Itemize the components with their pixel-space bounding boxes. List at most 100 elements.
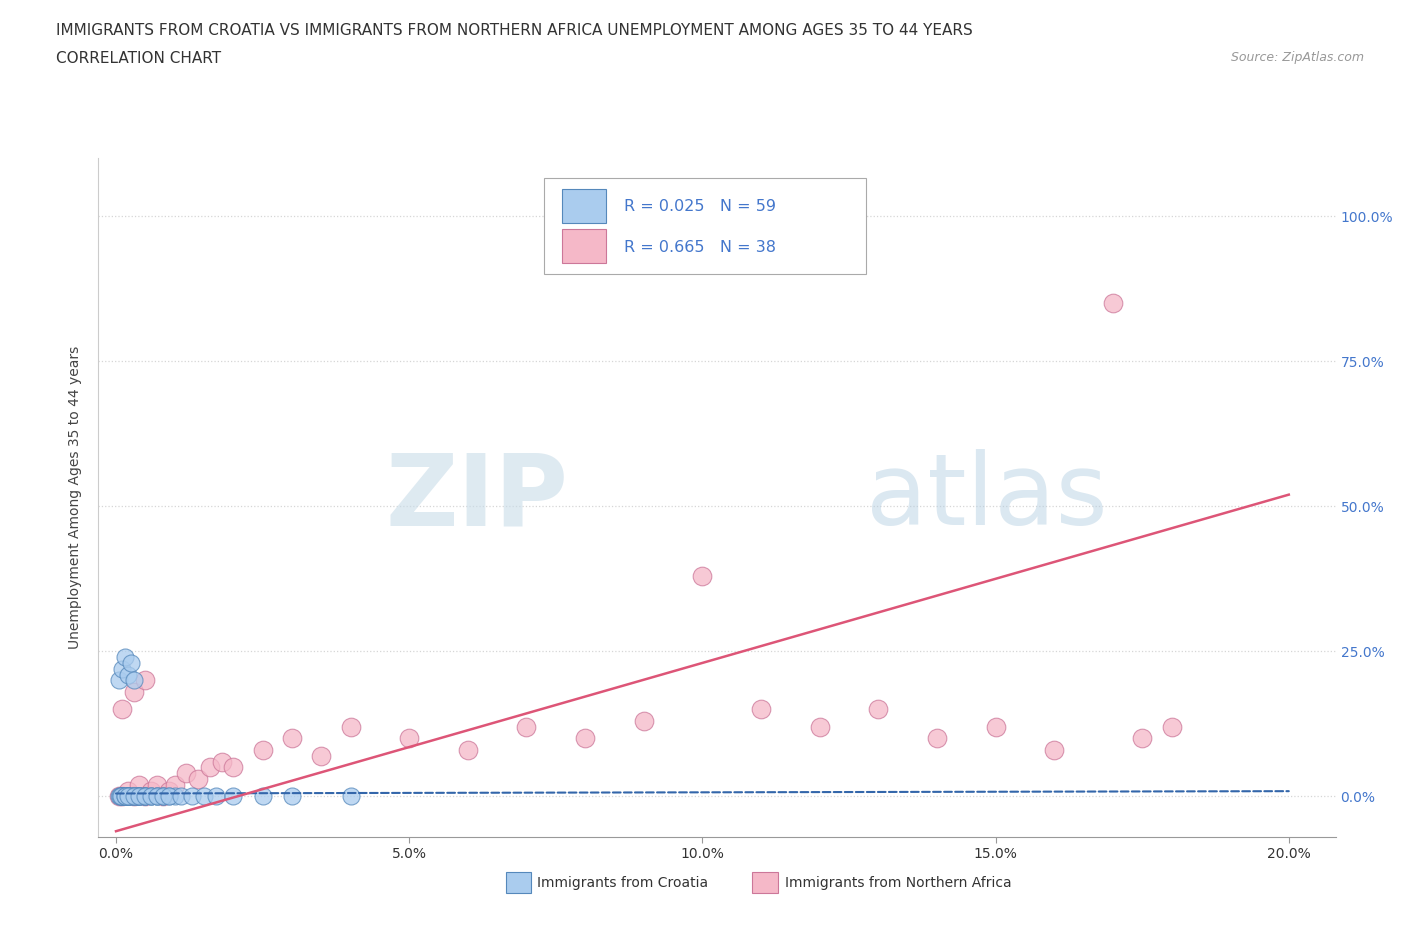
Point [984, 719, 1007, 734]
FancyBboxPatch shape [544, 179, 866, 273]
Point [110, 789, 132, 804]
Point [187, 772, 209, 787]
Point [749, 702, 772, 717]
Point [198, 760, 221, 775]
Point [157, 789, 180, 804]
Point [339, 789, 361, 804]
Point [112, 789, 135, 804]
Point [114, 650, 136, 665]
Point [128, 789, 150, 804]
Point [141, 789, 163, 804]
Point [1043, 742, 1066, 757]
Point [169, 789, 191, 804]
Text: Immigrants from Croatia: Immigrants from Croatia [537, 875, 709, 890]
Point [122, 789, 145, 804]
Point [117, 789, 139, 804]
Point [134, 789, 156, 804]
Text: Source: ZipAtlas.com: Source: ZipAtlas.com [1230, 51, 1364, 64]
Bar [562, 230, 606, 263]
Point [128, 777, 150, 792]
Point [925, 731, 948, 746]
Point [115, 789, 138, 804]
Point [111, 789, 134, 804]
Point [808, 719, 831, 734]
Point [122, 684, 145, 699]
Point [152, 789, 174, 804]
Point [181, 789, 204, 804]
Point [114, 789, 136, 804]
Point [398, 731, 420, 746]
Point [120, 789, 142, 804]
Point [157, 783, 180, 798]
Point [108, 789, 131, 804]
Point [146, 789, 169, 804]
Point [122, 673, 145, 688]
Point [111, 789, 134, 804]
Point [117, 667, 139, 682]
Point [1160, 719, 1182, 734]
Point [117, 789, 139, 804]
Point [339, 719, 361, 734]
Point [134, 789, 156, 804]
Point [457, 742, 479, 757]
Point [152, 789, 174, 804]
Point [117, 783, 139, 798]
Point [1130, 731, 1153, 746]
Point [204, 789, 226, 804]
Point [121, 789, 143, 804]
Point [515, 719, 537, 734]
Point [141, 789, 163, 804]
Point [128, 789, 150, 804]
Point [633, 713, 655, 728]
Point [222, 789, 245, 804]
Point [134, 789, 156, 804]
Point [176, 765, 198, 780]
Point [108, 789, 131, 804]
Point [163, 777, 186, 792]
Point [692, 568, 714, 583]
Point [111, 789, 134, 804]
Point [118, 789, 141, 804]
Text: Immigrants from Northern Africa: Immigrants from Northern Africa [785, 875, 1011, 890]
Point [108, 673, 131, 688]
Point [146, 777, 169, 792]
Point [122, 789, 145, 804]
Point [110, 789, 132, 804]
Point [222, 760, 245, 775]
Point [163, 789, 186, 804]
Point [152, 789, 174, 804]
Point [120, 656, 142, 671]
Point [108, 789, 131, 804]
Point [125, 789, 148, 804]
Point [146, 789, 169, 804]
Point [131, 789, 153, 804]
Point [128, 789, 150, 804]
Point [111, 789, 134, 804]
Point [122, 789, 145, 804]
Point [1102, 296, 1125, 311]
Point [309, 749, 332, 764]
Point [157, 789, 180, 804]
Y-axis label: Unemployment Among Ages 35 to 44 years: Unemployment Among Ages 35 to 44 years [69, 346, 83, 649]
Point [111, 702, 134, 717]
Point [134, 789, 156, 804]
Point [111, 661, 134, 676]
Point [146, 789, 169, 804]
Text: R = 0.665   N = 38: R = 0.665 N = 38 [624, 240, 776, 255]
Point [134, 673, 156, 688]
Point [152, 789, 174, 804]
Point [141, 783, 163, 798]
Point [281, 731, 304, 746]
Text: ZIP: ZIP [385, 449, 568, 546]
Point [211, 754, 233, 769]
Point [574, 731, 596, 746]
Point [122, 789, 145, 804]
Point [114, 789, 136, 804]
Text: R = 0.025   N = 59: R = 0.025 N = 59 [624, 199, 776, 215]
Text: CORRELATION CHART: CORRELATION CHART [56, 51, 221, 66]
Point [125, 789, 148, 804]
Text: atlas: atlas [866, 449, 1107, 546]
Point [868, 702, 890, 717]
Point [117, 789, 139, 804]
Point [252, 789, 274, 804]
